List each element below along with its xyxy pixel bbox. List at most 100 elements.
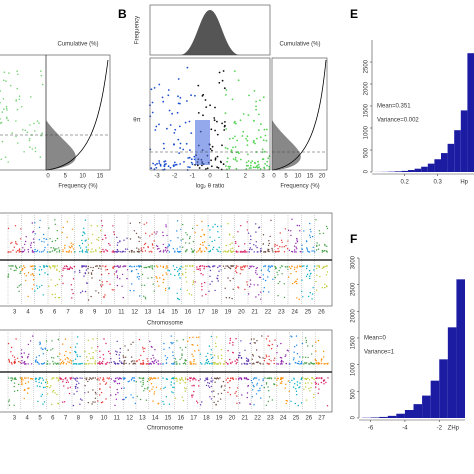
dot xyxy=(232,288,234,290)
dot xyxy=(30,265,32,267)
dot xyxy=(164,386,166,388)
dot xyxy=(36,249,39,252)
dot xyxy=(33,265,35,267)
dot xyxy=(235,250,237,253)
dot xyxy=(313,363,315,365)
dot xyxy=(164,355,166,357)
dot xyxy=(114,265,116,268)
dot xyxy=(240,266,242,268)
dot xyxy=(193,155,196,158)
dot xyxy=(63,385,65,387)
dot xyxy=(176,297,179,300)
dot xyxy=(234,120,236,123)
dot xyxy=(201,289,203,291)
dot xyxy=(151,243,154,245)
dot xyxy=(153,357,155,359)
dot xyxy=(279,281,281,283)
dot xyxy=(40,347,42,349)
dot xyxy=(249,286,251,288)
dot xyxy=(217,275,219,277)
dot xyxy=(312,246,314,249)
dot xyxy=(55,377,58,379)
dot xyxy=(300,402,303,404)
dot xyxy=(185,281,188,283)
dot xyxy=(8,400,10,403)
dot xyxy=(235,122,237,125)
dot xyxy=(99,350,101,352)
dot xyxy=(321,363,323,365)
dot xyxy=(115,398,118,400)
tick-label: 10 xyxy=(79,174,86,180)
dot xyxy=(66,268,69,270)
dot xyxy=(168,109,171,112)
dot xyxy=(234,146,237,148)
dot xyxy=(39,156,42,158)
dot xyxy=(281,265,283,267)
dot xyxy=(223,363,225,365)
dot xyxy=(311,377,313,379)
dot xyxy=(210,357,213,360)
dot xyxy=(252,378,255,380)
dot xyxy=(241,394,243,396)
dot xyxy=(231,297,233,300)
dot xyxy=(85,251,88,253)
tick-label: 16 xyxy=(185,310,192,316)
dot xyxy=(155,233,157,235)
dot xyxy=(280,378,282,380)
dot xyxy=(24,388,26,391)
dot xyxy=(202,93,205,96)
dot xyxy=(277,282,279,285)
dot xyxy=(213,354,216,356)
dot xyxy=(124,251,126,253)
dot xyxy=(143,243,146,246)
dot xyxy=(224,267,226,270)
dot xyxy=(65,251,68,253)
dot xyxy=(36,250,38,253)
dot xyxy=(117,392,119,394)
dot xyxy=(306,267,308,270)
dot xyxy=(160,363,162,365)
dot xyxy=(291,251,294,253)
dot xyxy=(246,281,248,283)
dot xyxy=(42,233,45,236)
dot xyxy=(199,269,201,271)
dot xyxy=(323,383,325,385)
dot xyxy=(294,251,296,253)
dot xyxy=(150,250,152,252)
dot xyxy=(225,128,228,130)
dot xyxy=(238,245,240,247)
dot xyxy=(116,340,118,343)
dot xyxy=(69,386,72,388)
dot xyxy=(212,248,214,250)
bar xyxy=(467,53,474,173)
dot xyxy=(240,267,242,269)
dot xyxy=(135,268,138,271)
dot xyxy=(308,387,310,390)
dot xyxy=(40,395,42,397)
dot xyxy=(237,265,239,267)
dot xyxy=(79,403,81,405)
dot xyxy=(27,343,30,346)
dot xyxy=(315,350,317,352)
dot xyxy=(149,378,152,381)
dot xyxy=(196,251,198,253)
dot xyxy=(263,287,265,289)
dot xyxy=(3,71,6,73)
tick-label: 16 xyxy=(177,416,184,422)
annotation: Mean=0.351 xyxy=(377,104,411,110)
dot xyxy=(208,290,210,292)
dot xyxy=(19,250,21,253)
dot xyxy=(135,232,138,235)
dot xyxy=(151,265,154,267)
dot xyxy=(170,341,172,344)
dot xyxy=(236,395,238,397)
dot xyxy=(83,275,85,277)
dot xyxy=(201,251,203,253)
dot xyxy=(144,347,146,350)
dot xyxy=(267,157,270,160)
dot xyxy=(110,358,112,360)
dot xyxy=(295,390,298,392)
dot xyxy=(245,363,248,365)
dot xyxy=(131,283,133,285)
dot xyxy=(32,279,35,281)
